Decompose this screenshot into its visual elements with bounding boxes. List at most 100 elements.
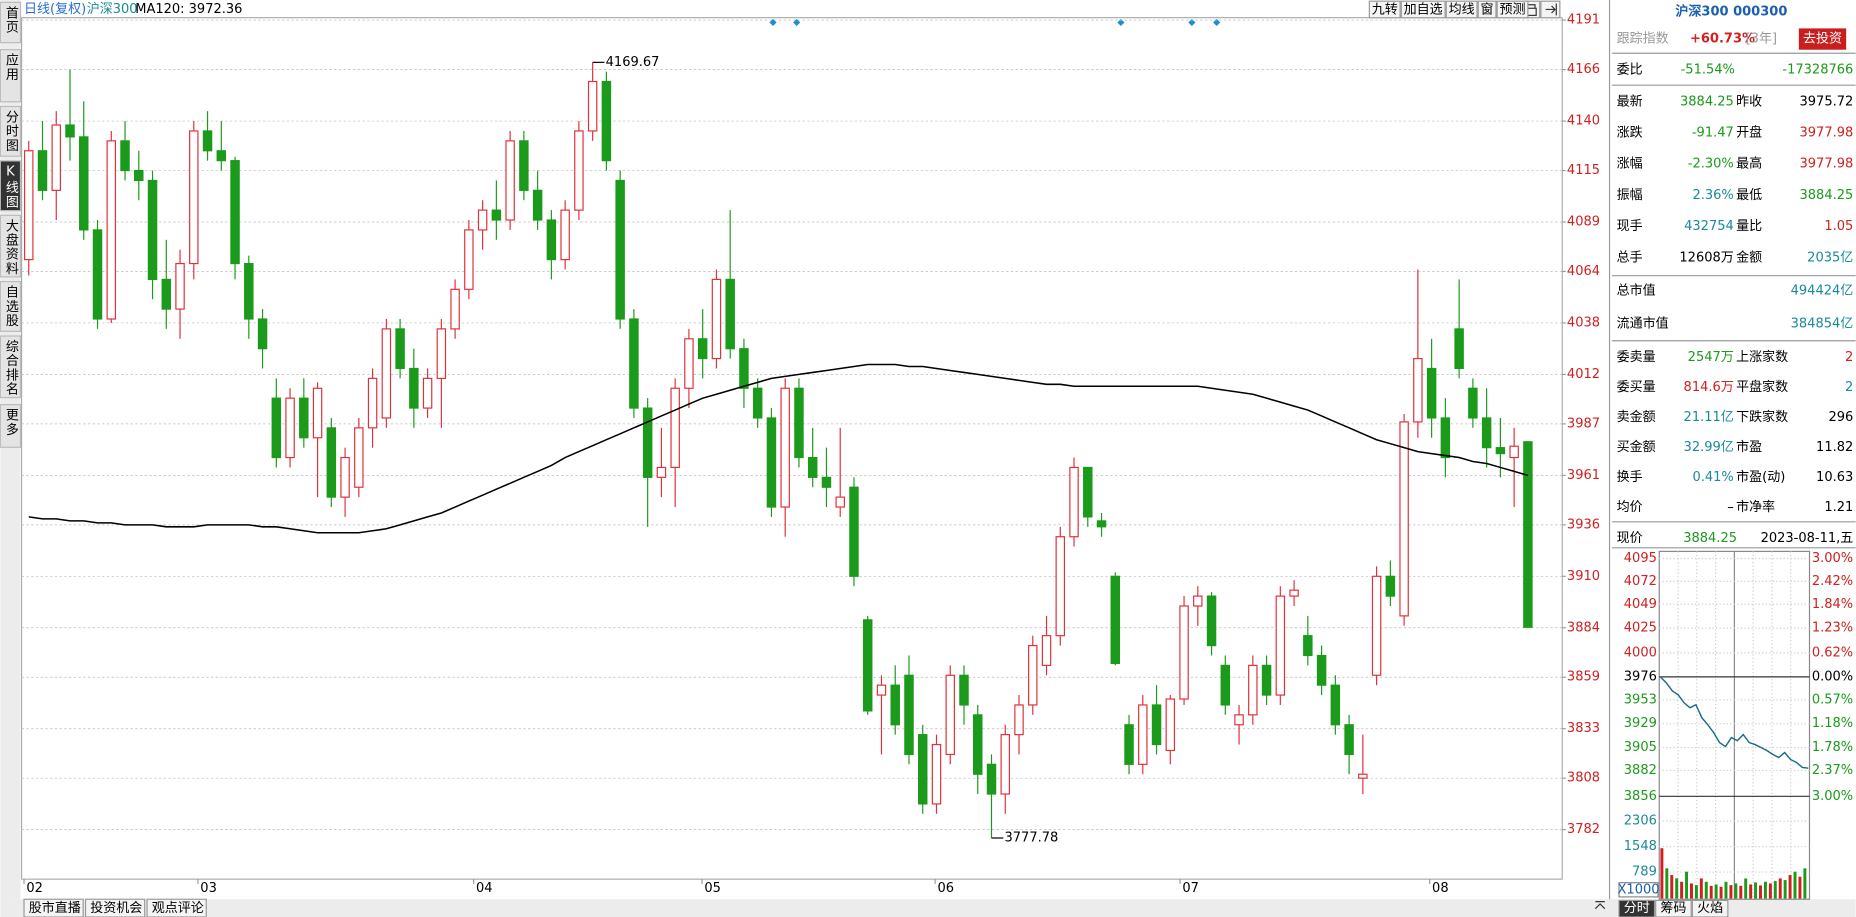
- y-tick-label: 3987: [1567, 416, 1600, 431]
- mini-pct-label: 0.57%: [1812, 692, 1853, 707]
- sidebar-label[interactable]: 大盘资料: [3, 219, 19, 276]
- toolbar-label[interactable]: 九转: [1372, 3, 1398, 18]
- candle-body: [175, 262, 185, 310]
- toolbar-button[interactable]: [1400, 0, 1446, 19]
- candle-body: [711, 278, 722, 360]
- sidebar-tab[interactable]: [0, 404, 22, 448]
- tracking-label: 跟踪指数: [1617, 32, 1669, 47]
- toolbar-label[interactable]: 预测: [1499, 3, 1525, 18]
- mini-price-label: 3976: [1624, 669, 1657, 684]
- x-tick-label: 03: [200, 881, 217, 896]
- volume-bar: [1793, 871, 1797, 899]
- candle-body: [1440, 417, 1451, 459]
- row-label: 最低: [1736, 188, 1762, 203]
- sidebar-tab[interactable]: [0, 160, 22, 212]
- bottom-tab-label[interactable]: 投资机会: [90, 900, 142, 916]
- candle-body: [340, 456, 350, 498]
- bottom-tab-label[interactable]: 股市直播: [29, 900, 81, 916]
- quote-title: 沪深300 000300: [1675, 3, 1787, 19]
- intraday-tab-label[interactable]: 筹码: [1660, 900, 1686, 916]
- invest-button-label[interactable]: 去投资: [1803, 31, 1842, 47]
- volume-bar: [1773, 881, 1777, 899]
- row-value: -17328766: [1782, 62, 1853, 77]
- y-tick-label: 3833: [1567, 721, 1600, 736]
- candle-body: [931, 743, 942, 805]
- toolbar-label[interactable]: 窗: [1481, 2, 1494, 18]
- candle-body: [862, 619, 873, 712]
- candle-body: [202, 130, 213, 152]
- candle-body: [1316, 654, 1327, 686]
- candle-body: [244, 262, 254, 320]
- candle-body: [918, 734, 928, 805]
- candle-body: [409, 367, 419, 409]
- mini-pct-label: 1.23%: [1812, 621, 1853, 636]
- mini-price-label: 4000: [1624, 646, 1657, 661]
- row-value: 12608万: [1679, 250, 1733, 265]
- row-value: 2547万: [1688, 350, 1734, 365]
- volume-bar: [1724, 881, 1728, 899]
- intraday-tab-label[interactable]: 分时: [1624, 901, 1650, 916]
- row-label: 上涨家数: [1736, 349, 1788, 365]
- bottom-tab-label[interactable]: 观点评论: [152, 901, 204, 916]
- toolbar-button[interactable]: [1496, 0, 1529, 19]
- volume-bar: [1699, 878, 1703, 899]
- candle-body: [134, 169, 144, 182]
- candle-body: [807, 456, 818, 478]
- tracking-value: +60.73%: [1690, 32, 1755, 47]
- volume-bar: [1704, 881, 1708, 899]
- sidebar-label[interactable]: 自选股: [3, 285, 19, 328]
- invest-button[interactable]: [1798, 28, 1847, 50]
- candle-body: [354, 427, 364, 488]
- candle-body: [299, 397, 309, 439]
- mini-pct-label: 2.42%: [1812, 574, 1853, 589]
- candle-body: [1151, 704, 1162, 746]
- x-tick-label: 05: [704, 881, 721, 896]
- toolbar-button[interactable]: [1445, 0, 1478, 19]
- row-value: 3884.25: [1683, 531, 1737, 546]
- volume-bar: [1660, 848, 1664, 899]
- sidebar-label[interactable]: 更多: [3, 408, 19, 436]
- sidebar-tab[interactable]: [0, 1, 22, 44]
- candle-body: [629, 318, 639, 409]
- candle-body: [1509, 445, 1519, 459]
- row-value: 1.05: [1824, 219, 1853, 234]
- sidebar-label[interactable]: 综合排名: [3, 340, 19, 397]
- mini-price-label: 4072: [1624, 574, 1657, 589]
- sidebar-label[interactable]: 首页: [3, 6, 19, 34]
- volume-bar: [1788, 875, 1792, 899]
- sidebar-tab[interactable]: [0, 49, 22, 103]
- toolbar-label[interactable]: 加自选: [1404, 3, 1443, 18]
- volume-bar: [1714, 884, 1718, 899]
- row-value: 432754: [1684, 219, 1734, 234]
- mini-pct-label: 1.84%: [1812, 597, 1853, 612]
- candle-body: [670, 387, 680, 469]
- ma-label: MA120: 3972.36: [135, 2, 242, 17]
- candle-body: [230, 160, 240, 265]
- sidebar-tab[interactable]: [0, 281, 22, 332]
- scroll-top-icon[interactable]: [1594, 901, 1606, 910]
- toolbar-button[interactable]: [1477, 0, 1497, 19]
- toolbar-label[interactable]: 均线: [1449, 3, 1475, 18]
- sidebar-tab[interactable]: [0, 214, 22, 278]
- row-value: 814.6万: [1684, 380, 1734, 395]
- toolbar-icons[interactable]: [1522, 0, 1561, 19]
- mini-price-label: 3882: [1624, 763, 1657, 778]
- mini-pct-label: 0.00%: [1812, 669, 1853, 684]
- sidebar-tab[interactable]: [0, 335, 22, 399]
- volume-bar: [1778, 878, 1782, 899]
- intraday-tab-label[interactable]: 火焰: [1697, 901, 1723, 916]
- sidebar-label[interactable]: 分时图: [3, 110, 19, 153]
- toolbar-button[interactable]: [1368, 0, 1401, 19]
- candle-body: [615, 179, 625, 320]
- row-label: 流通市值: [1617, 316, 1669, 332]
- sidebar-label[interactable]: K线图: [3, 164, 19, 209]
- candle-body: [1110, 575, 1121, 664]
- sidebar-tab[interactable]: [0, 105, 22, 157]
- row-label: 现手: [1617, 219, 1643, 234]
- candle-body: [189, 130, 199, 265]
- candle-body: [697, 338, 708, 360]
- row-label: 委买量: [1617, 380, 1656, 395]
- sidebar-label[interactable]: 应用: [3, 53, 19, 82]
- row-value: 3884.25: [1800, 188, 1854, 203]
- candle-body: [849, 486, 859, 577]
